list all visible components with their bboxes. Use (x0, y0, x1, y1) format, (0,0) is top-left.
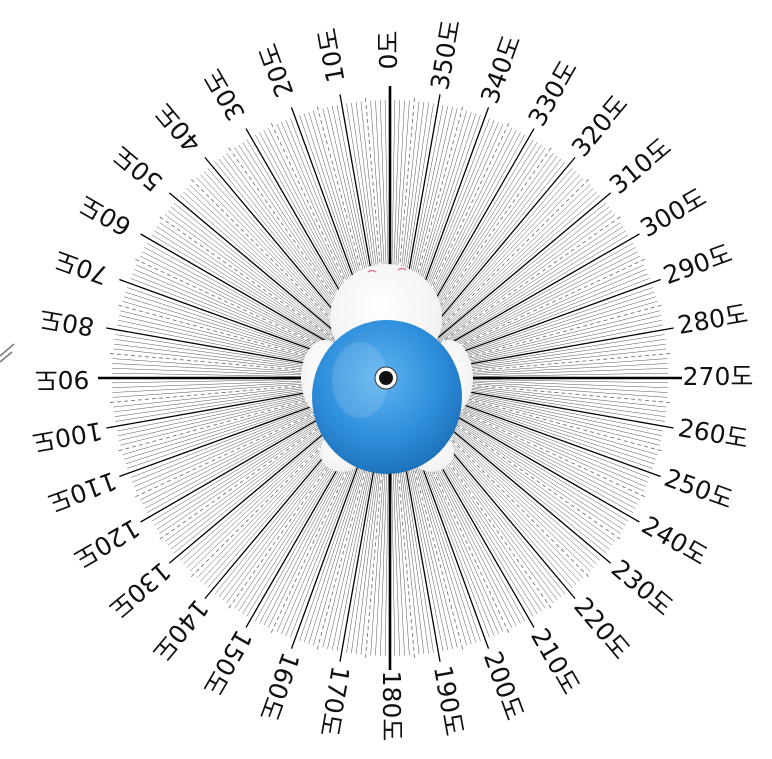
camera-lens-center (379, 371, 393, 385)
degree-label-10: 10도 (313, 26, 351, 85)
robot-head-accent-left (367, 269, 377, 273)
degree-label-50: 50도 (107, 140, 168, 197)
tick-53 (167, 210, 365, 359)
degree-label-90: 90도 (35, 365, 90, 394)
tick-313 (413, 188, 594, 357)
degree-label-260: 260도 (676, 413, 751, 454)
tick-310 (414, 192, 612, 358)
degree-label-220: 220도 (568, 592, 636, 665)
tick-58 (154, 230, 363, 362)
pointer-mark (0, 343, 15, 363)
tick-302 (417, 230, 626, 362)
degree-label-0: 0도 (374, 31, 403, 70)
tick-300 (417, 233, 640, 363)
degree-label-80: 80도 (37, 303, 96, 341)
degree-label-170: 170도 (314, 664, 355, 739)
degree-label-330: 330도 (522, 55, 582, 131)
robot-body-highlight (332, 342, 388, 418)
degree-label-40: 40도 (149, 97, 206, 158)
tick-56 (159, 222, 364, 361)
tick-311 (413, 195, 600, 358)
degree-label-210: 210도 (525, 623, 585, 699)
degree-label-60: 60도 (74, 189, 136, 242)
tick-303 (416, 226, 624, 361)
robot-figure (301, 264, 473, 474)
degree-label-160: 160도 (254, 649, 305, 725)
degree-label-290: 290도 (660, 239, 736, 290)
degree-label-200: 200도 (478, 648, 529, 724)
tick-55 (158, 215, 365, 361)
robot-body (312, 320, 462, 474)
tick-57 (156, 226, 364, 361)
robot-head-accent-right (397, 267, 407, 271)
degree-label-310: 310도 (604, 132, 677, 200)
tick-306 (415, 214, 616, 360)
degree-label-240: 240도 (637, 510, 713, 570)
tick-304 (416, 222, 621, 361)
tick-307 (415, 210, 613, 359)
tick-308 (415, 206, 610, 359)
tick-54 (164, 214, 365, 360)
degree-label-130: 130도 (103, 556, 176, 624)
tick-309 (414, 202, 607, 359)
degree-label-350: 350도 (425, 17, 466, 92)
degree-label-140: 140도 (146, 594, 214, 667)
degree-label-190: 190도 (428, 663, 469, 738)
tick-301 (417, 234, 629, 362)
degree-label-180: 180도 (377, 671, 406, 742)
degree-label-300: 300도 (635, 182, 711, 242)
tick-312 (413, 191, 597, 357)
degree-label-100: 100도 (30, 416, 105, 457)
degree-label-30: 30도 (198, 64, 251, 126)
degree-label-340: 340도 (475, 31, 526, 107)
degree-label-20: 20도 (253, 40, 299, 101)
tick-314 (412, 184, 591, 356)
degree-label-320: 320도 (566, 89, 634, 162)
degree-label-110: 110도 (44, 466, 120, 517)
degree-label-270: 270도 (683, 362, 754, 391)
degree-label-230: 230도 (606, 554, 679, 622)
tick-305 (415, 215, 622, 361)
degree-label-120: 120도 (69, 513, 145, 573)
degree-label-250: 250도 (661, 463, 737, 514)
degree-label-280: 280도 (675, 299, 750, 340)
degree-label-150: 150도 (197, 625, 257, 701)
degree-label-70: 70도 (51, 244, 112, 290)
